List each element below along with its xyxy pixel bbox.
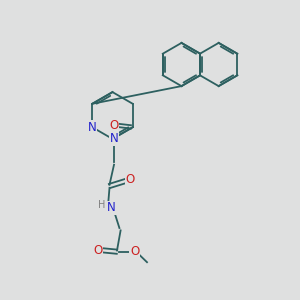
Text: O: O: [93, 244, 102, 257]
Text: O: O: [130, 245, 139, 258]
Text: H: H: [98, 200, 105, 210]
Text: N: N: [107, 201, 116, 214]
Text: N: N: [88, 121, 97, 134]
Text: O: O: [109, 119, 119, 132]
Text: O: O: [125, 172, 134, 186]
Text: N: N: [110, 132, 118, 146]
